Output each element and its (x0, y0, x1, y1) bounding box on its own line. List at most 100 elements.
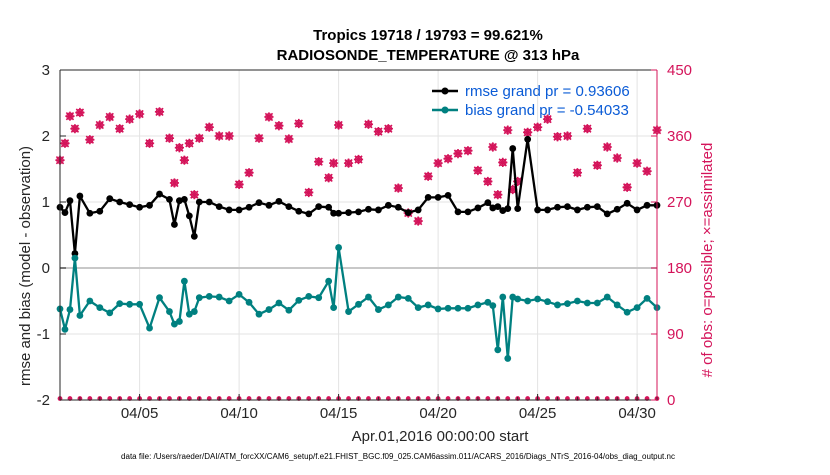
y-right-tick-label: 90 (667, 326, 684, 343)
series-bias-point (394, 293, 402, 301)
obs-assimilated-point (513, 176, 523, 187)
x-tick-label: 04/30 (618, 405, 656, 422)
obs-assimilated-point (60, 138, 70, 148)
series-rmse-line (59, 139, 657, 254)
series-bias-point (116, 300, 124, 308)
series-rmse-point (524, 135, 532, 143)
obs-assimilated-point (144, 138, 155, 148)
series-rmse-point (66, 197, 74, 205)
obs-assimilated-point (498, 157, 508, 167)
obs-assimilated-point (353, 154, 364, 165)
y-axis-label-left: rmse and bias (model - observation) (17, 146, 34, 386)
obs-assimilated-point (508, 184, 518, 195)
series-bias-point (61, 325, 69, 333)
series-rmse-point (315, 203, 323, 211)
series-rmse-point (574, 206, 581, 214)
obs-assimilated-point (523, 127, 533, 137)
legend-bias-marker (441, 106, 449, 114)
series-rmse-point (464, 208, 472, 216)
series-bias-point (514, 295, 522, 303)
series-bias-point (444, 304, 452, 312)
series-bias-point (365, 293, 372, 301)
x-axis-label: Apr.01,2016 00:00:00 start (352, 428, 530, 445)
obs-assimilated-point (75, 107, 85, 118)
y-axis-label-right: # of obs: o=possible; ×=assimilated (699, 143, 716, 378)
obs-assimilated-point (572, 168, 582, 178)
obs-assimilated-point (602, 142, 612, 152)
series-bias-point (583, 299, 591, 307)
series-bias-point (554, 301, 561, 309)
series-bias-point (225, 297, 233, 305)
series-rmse-point (643, 201, 651, 209)
legend-rmse-label: rmse grand pr = 0.93606 (465, 83, 630, 100)
obs-assimilated-point (274, 121, 284, 131)
series-rmse-point (156, 190, 163, 198)
obs-assimilated-point (244, 168, 254, 178)
series-bias-point (166, 308, 173, 315)
obs-assimilated-point (164, 133, 175, 143)
obs-assimilated-point (70, 124, 80, 134)
series-rmse-point (484, 199, 492, 207)
series-rmse-point (623, 199, 631, 207)
series-rmse-point (195, 198, 203, 206)
series-rmse-point (215, 203, 223, 211)
obs-assimilated-point (632, 158, 642, 168)
obs-assimilated-point (488, 142, 498, 152)
series-rmse-point (166, 195, 173, 203)
series-bias-point (305, 292, 313, 300)
obs-assimilated-point (383, 124, 393, 134)
series-rmse-point (434, 193, 442, 201)
series-rmse-point (355, 208, 362, 216)
series-rmse-point (255, 199, 263, 207)
series-bias-point (603, 293, 611, 301)
y-right-tick-label: 270 (667, 194, 692, 211)
series-bias-point (180, 277, 188, 285)
legend: rmse grand pr = 0.93606 bias grand pr = … (432, 83, 630, 119)
obs-assimilated-point (65, 111, 75, 121)
series-bias-point (146, 324, 153, 332)
obs-assimilated-point (343, 158, 354, 168)
series-bias-point (613, 301, 621, 309)
series-rmse-point (76, 192, 84, 200)
series-bias-point (499, 293, 507, 301)
obs-assimilated-point (562, 131, 573, 141)
series-rmse-point (185, 212, 193, 220)
series-bias-point (474, 301, 482, 309)
obs-assimilated-point (174, 143, 184, 153)
series-bias-point (285, 306, 293, 314)
y-right-tick-label: 0 (667, 392, 675, 409)
series-bias-point (623, 308, 631, 316)
x-tick-label: 04/20 (419, 405, 457, 422)
series-bias-point (524, 297, 532, 305)
series-bias-point (106, 309, 114, 317)
obs-assimilated-point (189, 190, 199, 200)
series-rmse-point (235, 206, 243, 214)
series-bias-point (564, 300, 571, 308)
obs-assimilated-point (304, 187, 314, 198)
series-bias-point (504, 355, 512, 362)
series-bias-point (66, 306, 74, 313)
series-rmse-point (593, 203, 601, 211)
obs-assimilated-point (493, 190, 503, 200)
series-bias-point (205, 292, 213, 300)
series-bias-point (484, 298, 492, 306)
y-right-tick-label: 180 (667, 260, 692, 277)
x-tick-label: 04/10 (220, 405, 258, 422)
x-tick-label: 04/25 (519, 405, 557, 422)
obs-assimilated-point (314, 157, 324, 167)
obs-assimilated-point (582, 124, 592, 134)
series-rmse-point (126, 201, 134, 209)
y-left-tick-label: 0 (42, 260, 50, 277)
y-left-tick-label: 1 (42, 194, 50, 211)
obs-assimilated-point (284, 134, 294, 144)
series-rmse-point (325, 203, 333, 211)
series-rmse-point (375, 206, 382, 214)
series-rmse-point (225, 206, 233, 214)
series-rmse-point (285, 203, 293, 211)
series-rmse-point (394, 203, 402, 211)
series-rmse-point (509, 145, 517, 152)
series-rmse-point (96, 207, 104, 215)
obs-assimilated-point (334, 120, 344, 130)
series-bias-point (215, 293, 223, 301)
